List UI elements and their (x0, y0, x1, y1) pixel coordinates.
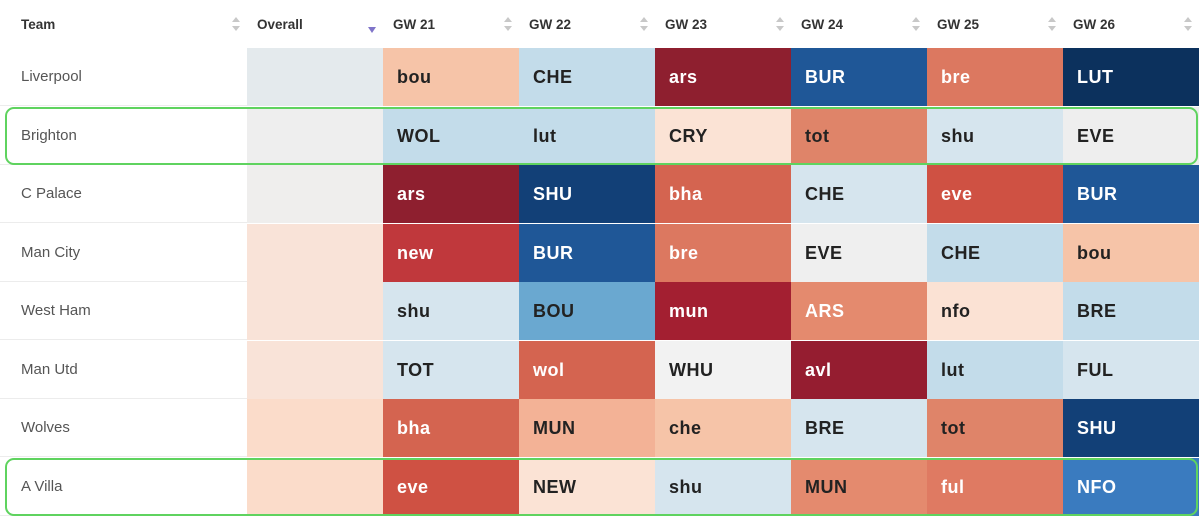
fixture-cell: bre (927, 48, 1063, 106)
team-name: Brighton (0, 106, 247, 165)
column-header-team-label: Team (21, 17, 56, 32)
fixture-cell: eve (383, 457, 519, 516)
fixture-cell: shu (927, 106, 1063, 165)
sort-icon[interactable] (232, 17, 240, 33)
fixture-cell: EVE (791, 223, 927, 282)
fixture-cell: new (383, 223, 519, 282)
fixture-cell: BUR (1063, 165, 1199, 223)
fixture-cell: wol (519, 340, 655, 399)
team-name: C Palace (0, 165, 247, 223)
fixture-cell: bha (383, 399, 519, 457)
fixture-cell: BOU (519, 282, 655, 340)
team-name: Man City (0, 223, 247, 282)
fixture-cell: WHU (655, 340, 791, 399)
table-row: C Palace ars SHU bha CHE eve BUR (0, 165, 1200, 223)
fixture-cell: SHU (519, 165, 655, 223)
table-row: Liverpool bou CHE ars BUR bre LUT (0, 48, 1200, 106)
column-header-gw-label: GW 26 (1073, 17, 1116, 32)
column-header-gw-label: GW 23 (665, 17, 708, 32)
fixture-cell: MUN (791, 457, 927, 516)
team-name: Liverpool (0, 48, 247, 106)
table-row: Man Utd TOT wol WHU avl lut FUL (0, 340, 1200, 399)
fixture-cell: shu (655, 457, 791, 516)
fixture-cell: EVE (1063, 106, 1199, 165)
fixture-cell: bre (655, 223, 791, 282)
overall-difficulty-cell (247, 223, 383, 282)
fixture-cell: BRE (1063, 282, 1199, 340)
fixture-cell: WOL (383, 106, 519, 165)
overall-difficulty-cell (247, 399, 383, 457)
column-header-overall[interactable]: Overall (247, 0, 383, 48)
overall-difficulty-cell (247, 165, 383, 223)
team-name: West Ham (0, 282, 247, 340)
fixture-cell: ARS (791, 282, 927, 340)
column-header-gw[interactable]: GW 22 (519, 0, 655, 48)
column-header-overall-label: Overall (257, 17, 303, 32)
sort-icon[interactable] (640, 17, 648, 33)
team-name: Man Utd (0, 340, 247, 399)
fixture-cell: SHU (1063, 399, 1199, 457)
fixture-cell: LUT (1063, 48, 1199, 106)
fixture-cell: NFO (1063, 457, 1199, 516)
team-name: Wolves (0, 399, 247, 457)
fixture-cell: BUR (791, 48, 927, 106)
fixture-cell: MUN (519, 399, 655, 457)
fixture-cell: CHE (927, 223, 1063, 282)
column-header-gw-label: GW 24 (801, 17, 844, 32)
table-header-row: Team Overall GW 21 GW 22 GW 23 GW 24 GW 25 GW… (0, 0, 1200, 48)
team-name: A Villa (0, 457, 247, 516)
fixture-cell: tot (927, 399, 1063, 457)
table-row: A Villa eve NEW shu MUN ful NFO (0, 457, 1200, 516)
fixture-cell: lut (927, 340, 1063, 399)
column-header-gw-label: GW 21 (393, 17, 436, 32)
sort-icon[interactable] (776, 17, 784, 33)
fixture-cell: BUR (519, 223, 655, 282)
overall-difficulty-cell (247, 340, 383, 399)
column-header-gw-label: GW 22 (529, 17, 572, 32)
overall-difficulty-cell (247, 106, 383, 165)
fixture-cell: ars (655, 48, 791, 106)
column-header-gw[interactable]: GW 26 (1063, 0, 1199, 48)
column-header-gw[interactable]: GW 23 (655, 0, 791, 48)
fixture-cell: FUL (1063, 340, 1199, 399)
fixture-cell: eve (927, 165, 1063, 223)
fixture-cell: ars (383, 165, 519, 223)
fixture-cell: tot (791, 106, 927, 165)
fixture-cell: lut (519, 106, 655, 165)
fixture-cell: CHE (519, 48, 655, 106)
fixture-cell: bou (383, 48, 519, 106)
sort-icon[interactable] (1048, 17, 1056, 33)
fixture-cell: avl (791, 340, 927, 399)
fixture-cell: ful (927, 457, 1063, 516)
column-header-gw-label: GW 25 (937, 17, 980, 32)
column-header-gw[interactable]: GW 24 (791, 0, 927, 48)
fixture-cell: NEW (519, 457, 655, 516)
column-header-gw[interactable]: GW 25 (927, 0, 1063, 48)
column-header-team[interactable]: Team (11, 0, 247, 48)
fixture-cell: bha (655, 165, 791, 223)
overall-difficulty-cell (247, 282, 383, 340)
fixture-cell: CHE (791, 165, 927, 223)
overall-difficulty-cell (247, 457, 383, 516)
table-row: West Ham shu BOU mun ARS nfo BRE (0, 282, 1200, 340)
fixture-cell: bou (1063, 223, 1199, 282)
sort-icon[interactable] (1184, 17, 1192, 33)
sort-icon[interactable] (912, 17, 920, 33)
fixture-cell: BRE (791, 399, 927, 457)
column-header-gw[interactable]: GW 21 (383, 0, 519, 48)
sort-descending-icon[interactable] (368, 27, 376, 33)
fixture-cell: mun (655, 282, 791, 340)
fixture-cell: nfo (927, 282, 1063, 340)
table-row: Man City new BUR bre EVE CHE bou (0, 223, 1200, 282)
fixture-cell: che (655, 399, 791, 457)
fixture-cell: CRY (655, 106, 791, 165)
table-row: Wolves bha MUN che BRE tot SHU (0, 399, 1200, 457)
overall-difficulty-cell (247, 48, 383, 106)
fixture-cell: shu (383, 282, 519, 340)
fixture-cell: TOT (383, 340, 519, 399)
sort-icon[interactable] (504, 17, 512, 33)
table-row: Brighton WOL lut CRY tot shu EVE (0, 106, 1200, 165)
